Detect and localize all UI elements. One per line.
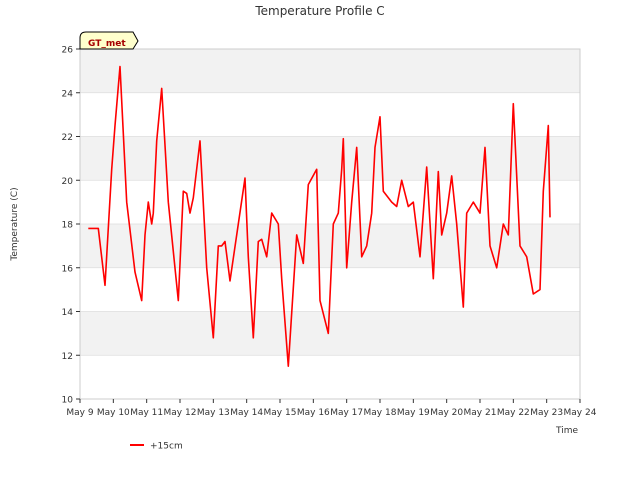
- site-label-box: GT_met: [79, 31, 139, 50]
- y-tick-label: 24: [62, 89, 74, 99]
- x-tick-label: May 17: [330, 408, 363, 418]
- y-tick-label: 16: [62, 264, 74, 274]
- x-axis-label: Time: [555, 426, 578, 436]
- plot-band: [80, 180, 580, 224]
- plot-background: [80, 49, 580, 399]
- plot-band: [80, 311, 580, 356]
- x-tick-label: May 22: [497, 408, 530, 418]
- x-tick-label: May 21: [464, 408, 497, 418]
- y-tick-label: 22: [62, 133, 73, 143]
- x-tick-label: May 15: [264, 408, 297, 418]
- legend-label: +15cm: [150, 442, 183, 452]
- legend: +15cm: [130, 442, 183, 452]
- site-label-background: [79, 31, 139, 50]
- y-tick-label: 26: [62, 46, 74, 56]
- y-tick-label: 10: [62, 396, 74, 406]
- site-label-text: GT_met: [88, 39, 126, 49]
- x-tick-label: May 14: [230, 408, 263, 418]
- x-tick-label: May 19: [397, 408, 430, 418]
- series-lines: [88, 65, 551, 367]
- x-tick-label: May 23: [530, 408, 563, 418]
- plot-band: [80, 49, 580, 93]
- x-tick-label: May 9: [66, 408, 93, 418]
- plot-band: [80, 355, 580, 399]
- plot-band: [80, 136, 580, 181]
- x-tick-label: May 24: [564, 408, 597, 418]
- chart-title: Temperature Profile C: [254, 4, 384, 18]
- series-line: [88, 65, 551, 367]
- y-tick-label: 20: [62, 177, 74, 187]
- x-tick-label: May 16: [297, 408, 330, 418]
- y-tick-label: 18: [62, 221, 74, 231]
- x-tick-label: May 18: [364, 408, 397, 418]
- x-axis-ticks: May 9 May 10 May 11 May 12 May 13 May 14 May 1…: [66, 399, 597, 418]
- x-tick-label: May 11: [130, 408, 163, 418]
- y-tick-label: 14: [62, 308, 74, 318]
- x-tick-label: May 12: [164, 408, 197, 418]
- plot-band: [80, 92, 580, 137]
- x-tick-label: May 10: [97, 408, 130, 418]
- y-axis-label: Temperature (C): [10, 187, 20, 261]
- x-tick-label: May 13: [197, 408, 230, 418]
- x-tick-label: May 20: [430, 408, 463, 418]
- y-axis-ticks: 10 12 14 16 18 20 22 24 26: [62, 46, 80, 406]
- plot-band: [80, 224, 580, 268]
- y-tick-label: 12: [62, 352, 73, 362]
